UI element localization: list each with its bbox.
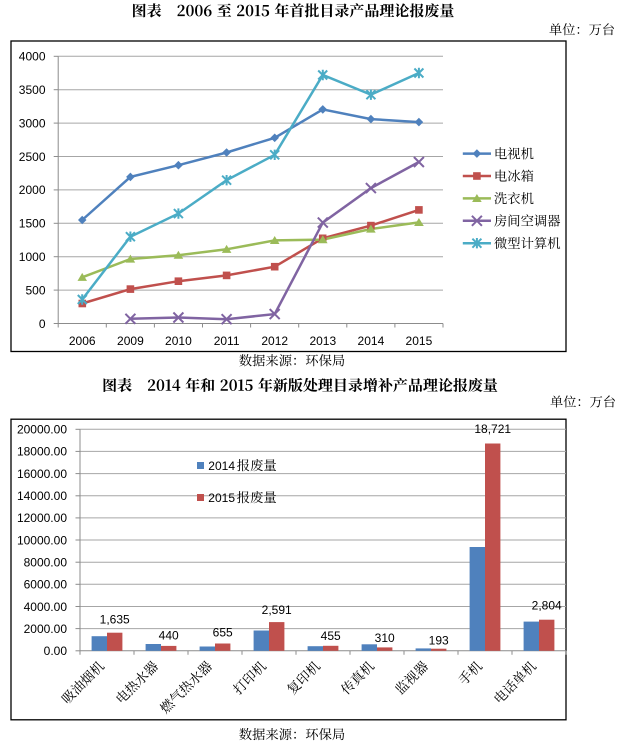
svg-text:2,591: 2,591 [262,603,292,617]
svg-text:2014: 2014 [358,334,385,348]
svg-text:440: 440 [159,629,179,643]
svg-text:12000.00: 12000.00 [17,511,67,525]
svg-text:1500: 1500 [19,217,46,231]
svg-text:655: 655 [213,626,233,640]
svg-text:3000: 3000 [19,116,46,130]
svg-text:8000.00: 8000.00 [24,556,68,570]
svg-text:1000: 1000 [19,250,46,264]
svg-text:2,804: 2,804 [532,598,562,612]
svg-text:18000.00: 18000.00 [17,445,67,459]
svg-text:0.00: 0.00 [44,644,68,658]
svg-text:2009: 2009 [117,334,144,348]
svg-text:2000.00: 2000.00 [24,622,68,636]
svg-text:2015: 2015 [406,334,433,348]
svg-text:18,721: 18,721 [474,422,511,436]
svg-text:16000.00: 16000.00 [17,467,67,481]
svg-text:2500: 2500 [19,150,46,164]
svg-text:4000.00: 4000.00 [24,600,68,614]
svg-text:500: 500 [25,283,45,297]
svg-text:3500: 3500 [19,83,46,97]
svg-text:2012: 2012 [261,334,288,348]
svg-text:20000.00: 20000.00 [17,423,67,437]
svg-text:1,635: 1,635 [100,613,130,627]
svg-text:0: 0 [39,317,46,331]
svg-text:193: 193 [429,634,449,648]
svg-text:310: 310 [375,631,395,645]
svg-text:2010: 2010 [165,334,192,348]
svg-text:4000: 4000 [19,50,46,64]
svg-text:2011: 2011 [214,334,240,348]
svg-text:2015: 2015 [208,491,235,505]
svg-text:2000: 2000 [19,183,46,197]
svg-text:2014: 2014 [208,459,235,473]
svg-text:2006: 2006 [69,334,96,348]
svg-text:14000.00: 14000.00 [17,489,67,503]
svg-text:2013: 2013 [309,334,336,348]
svg-text:10000.00: 10000.00 [17,533,67,547]
svg-text:6000.00: 6000.00 [24,578,68,592]
svg-text:455: 455 [321,629,341,643]
